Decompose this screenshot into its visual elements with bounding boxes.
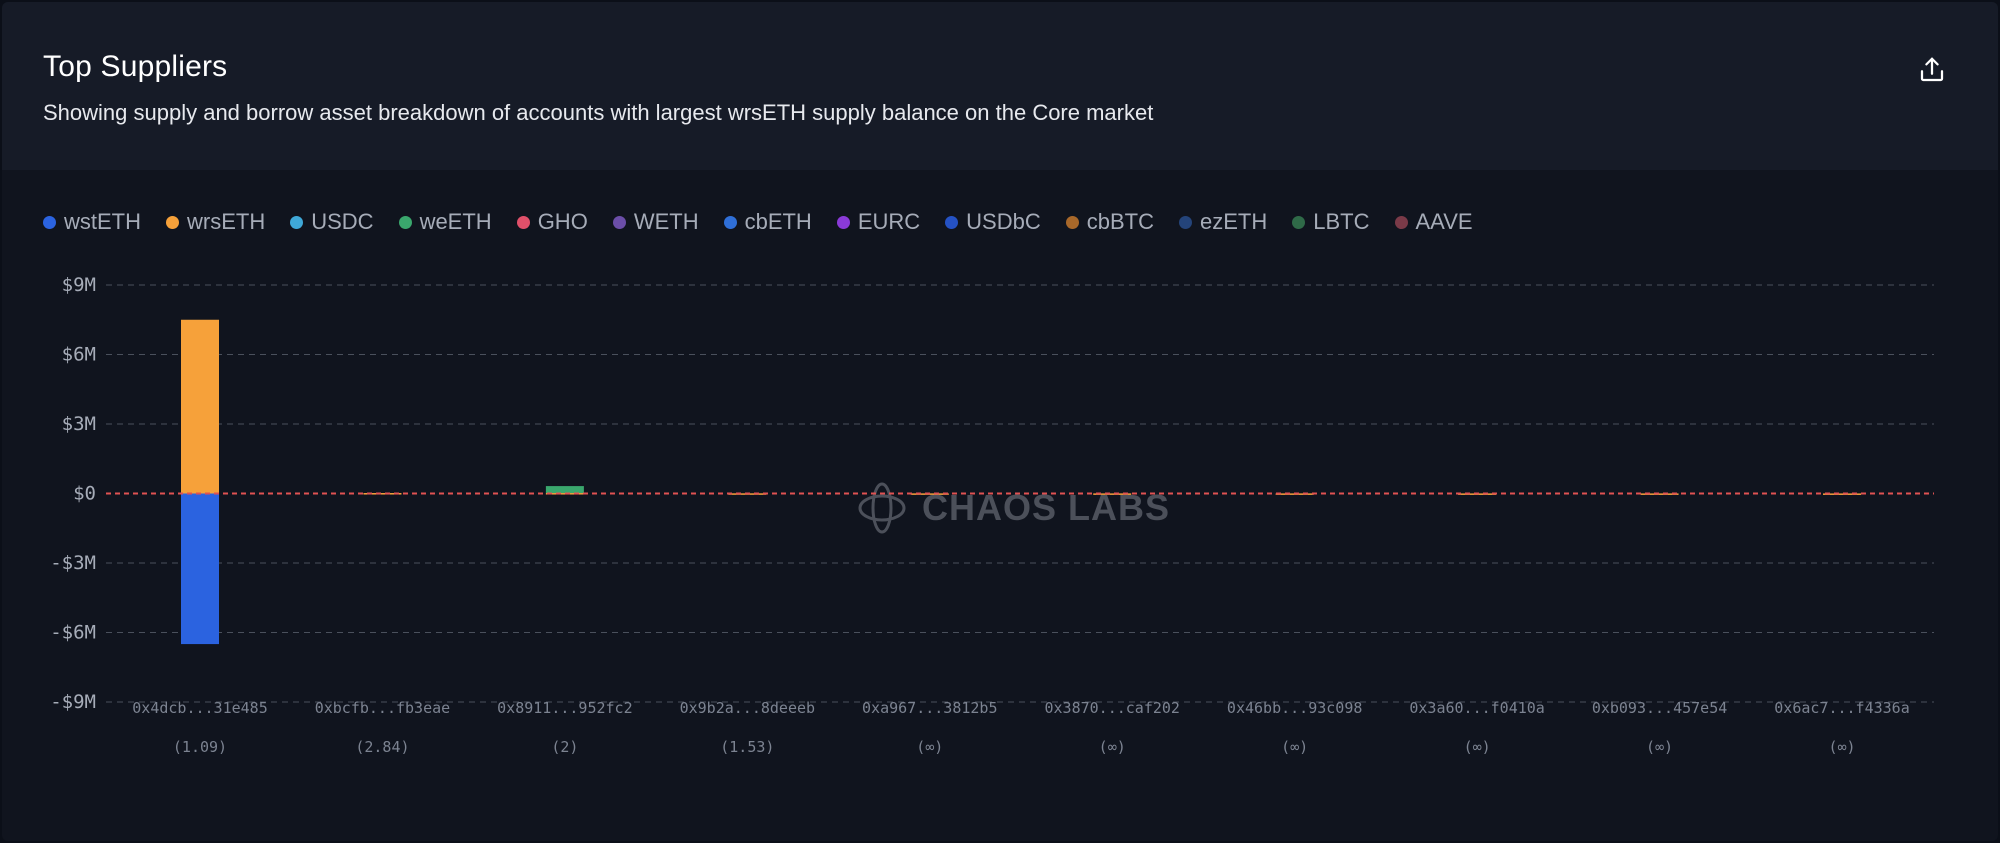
y-tick-label: $3M <box>62 413 96 435</box>
y-tick-label: $6M <box>62 344 96 366</box>
x-tick-sublabel: (∞) <box>1099 738 1126 756</box>
bar-wrseth[interactable] <box>363 493 402 495</box>
bar-wsteth[interactable] <box>181 493 219 645</box>
x-tick-label: 0x3a60...f0410a <box>1409 699 1544 717</box>
x-tick-sublabel: (2) <box>551 738 578 756</box>
x-tick-label: 0xa967...3812b5 <box>862 699 997 717</box>
legend-label: LBTC <box>1313 209 1370 234</box>
x-tick-sublabel: (∞) <box>1646 738 1673 756</box>
x-tick-sublabel: (1.53) <box>720 738 774 756</box>
legend-item-cbeth[interactable]: cbETH <box>723 209 812 235</box>
x-tick-label: 0x8911...952fc2 <box>497 699 632 717</box>
y-axis-ticks: $9M $6M $3M $0 -$3M -$6M -$9M <box>50 274 96 713</box>
legend-item-aave[interactable]: AAVE <box>1394 209 1473 235</box>
legend-label: GHO <box>537 209 588 234</box>
bar-wrseth[interactable] <box>181 319 219 494</box>
legend-dot <box>1292 215 1306 229</box>
grid-lines <box>106 284 1934 703</box>
x-tick-label: 0xb093...457e54 <box>1592 699 1727 717</box>
y-tick-label: $9M <box>62 274 96 296</box>
legend-dot <box>723 215 737 229</box>
legend-dot <box>43 215 56 229</box>
x-tick-sublabel: (∞) <box>1281 738 1308 756</box>
legend-item-gho[interactable]: GHO <box>516 209 588 235</box>
x-tick-label: 0x3870...caf202 <box>1044 699 1179 717</box>
legend-label: cbETH <box>744 209 812 234</box>
x-tick-label: 0x6ac7...f4336a <box>1774 699 1909 717</box>
legend-item-eurc[interactable]: EURC <box>836 209 921 235</box>
export-button[interactable] <box>1912 50 1952 90</box>
page-subtitle: Showing supply and borrow asset breakdow… <box>43 100 1154 125</box>
x-tick-label: 0x4dcb...31e485 <box>132 699 267 717</box>
legend-item-wsteth[interactable]: wstETH <box>43 209 141 235</box>
x-axis-ticks: 0x4dcb...31e485 (1.09) 0xbcfb...fb3eae (2.8… <box>132 699 1909 756</box>
legend-item-usdc[interactable]: USDC <box>290 209 374 235</box>
bar-weeth[interactable] <box>545 486 584 494</box>
x-tick-sublabel: (1.09) <box>173 738 227 756</box>
legend-label: weETH <box>419 209 492 234</box>
legend-item-weth[interactable]: WETH <box>612 209 699 235</box>
legend-dot <box>290 215 304 229</box>
bar-wrseth[interactable] <box>545 493 584 495</box>
y-tick-label: $0 <box>73 483 96 505</box>
legend-dot <box>612 215 626 229</box>
x-tick-sublabel: (2.84) <box>355 738 409 756</box>
legend-item-cbbtc[interactable]: cbBTC <box>1065 209 1154 235</box>
legend-dot <box>945 215 959 229</box>
legend-label: ezETH <box>1200 209 1268 234</box>
y-tick-label: -$9M <box>50 691 96 713</box>
card-header: Top Suppliers Showing supply and borrow … <box>2 2 1998 170</box>
legend-label: wrsETH <box>187 209 266 234</box>
legend-dot <box>836 215 850 229</box>
x-tick-label: 0x46bb...93c098 <box>1227 699 1362 717</box>
x-tick-sublabel: (∞) <box>1464 738 1491 756</box>
legend-dot <box>398 215 412 229</box>
y-tick-label: -$6M <box>50 622 96 644</box>
x-tick-sublabel: (∞) <box>916 738 943 756</box>
legend-item-wrseth[interactable]: wrsETH <box>166 209 265 235</box>
bar-wrseth[interactable] <box>1823 493 1861 495</box>
legend-label: cbBTC <box>1086 209 1154 234</box>
legend-item-usdbc[interactable]: USDbC <box>945 209 1041 235</box>
bar-wrseth[interactable] <box>1093 493 1132 495</box>
x-tick-label: 0x9b2a...8deeeb <box>680 699 815 717</box>
legend-label: wstETH <box>64 209 141 234</box>
bars <box>181 319 1861 645</box>
legend-label: EURC <box>857 209 921 234</box>
legend-dot <box>166 215 179 229</box>
chaos-labs-logo-icon <box>858 482 906 534</box>
legend-dot <box>1065 215 1079 229</box>
legend-item-weeth[interactable]: weETH <box>398 209 492 235</box>
page-title: Top Suppliers <box>43 50 228 83</box>
y-tick-label: -$3M <box>50 552 96 574</box>
x-tick-sublabel: (∞) <box>1828 738 1855 756</box>
legend-label: USDC <box>311 209 374 234</box>
share-upload-icon <box>1920 57 1944 82</box>
chart-legend: wstETH wrsETH USDC weETH GHO WETH cbETH EURC USD… <box>43 206 1498 238</box>
legend-dot <box>1394 215 1408 229</box>
legend-dot <box>1179 215 1192 229</box>
x-tick-label: 0xbcfb...fb3eae <box>315 699 450 717</box>
legend-label: AAVE <box>1415 209 1473 234</box>
legend-label: WETH <box>633 209 699 234</box>
bar-wrseth[interactable] <box>1640 493 1679 495</box>
legend-dot <box>516 215 530 229</box>
legend-label: USDbC <box>966 209 1041 234</box>
legend-item-ezeth[interactable]: ezETH <box>1179 209 1267 235</box>
legend-item-lbtc[interactable]: LBTC <box>1292 209 1370 235</box>
